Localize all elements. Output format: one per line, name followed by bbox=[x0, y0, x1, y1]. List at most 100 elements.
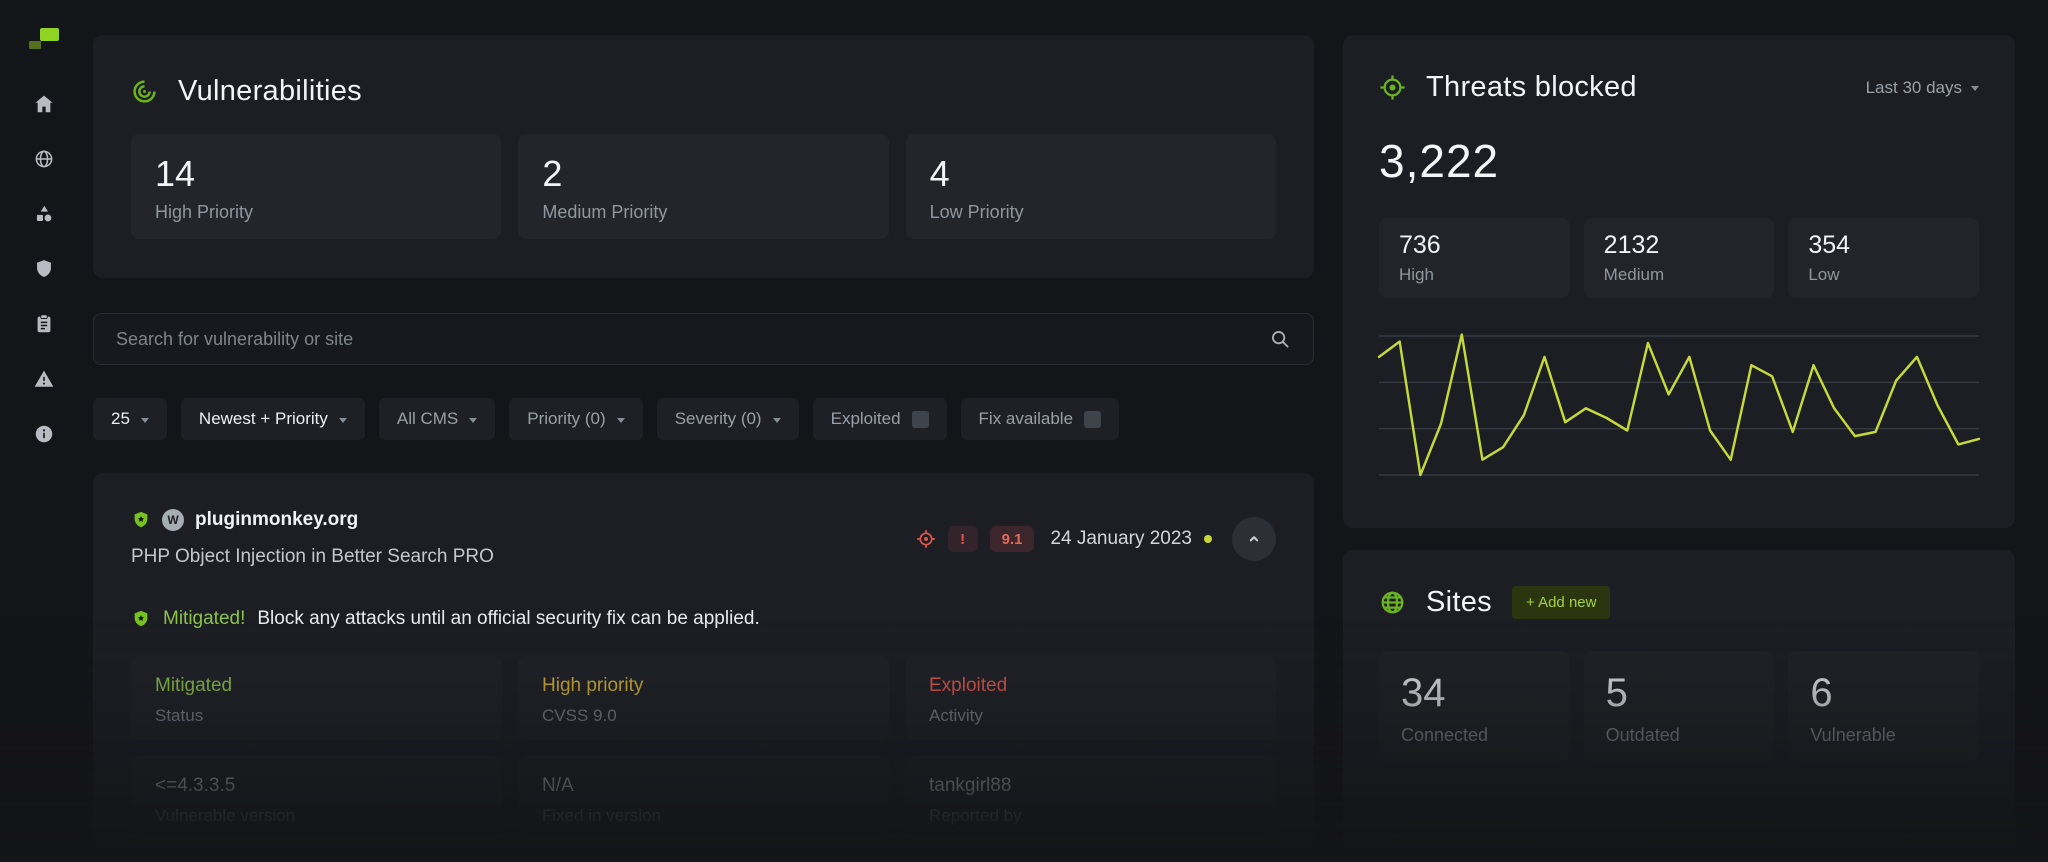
filter-label: Priority (0) bbox=[527, 409, 606, 428]
threat-value: 2132 bbox=[1603, 231, 1660, 259]
app-logo-icon[interactable] bbox=[29, 26, 59, 52]
site-label: Outdated bbox=[1605, 725, 1680, 745]
detail-card-reported-by: tankgirl88 Reported by bbox=[905, 756, 1276, 840]
filter-cms[interactable]: All CMS bbox=[378, 398, 496, 440]
add-site-button[interactable]: + Add new bbox=[1511, 586, 1611, 619]
fix-available-checkbox[interactable] bbox=[1084, 410, 1102, 428]
vulnerability-card-meta: ! 9.1 24 January 2023 bbox=[916, 517, 1276, 561]
threats-stats: 736 High 2132 Medium 354 Low bbox=[1379, 218, 1980, 298]
search-bar bbox=[93, 313, 1314, 365]
site-card-outdated: 5 Outdated bbox=[1583, 651, 1775, 761]
shield-check-icon bbox=[131, 609, 151, 629]
site-name[interactable]: pluginmonkey.org bbox=[195, 509, 359, 530]
detail-value: tankgirl88 bbox=[929, 775, 1012, 796]
stat-value: 2 bbox=[542, 153, 563, 194]
stat-label: Low Priority bbox=[929, 202, 1024, 222]
globe-icon bbox=[33, 148, 55, 170]
filter-exploited[interactable]: Exploited bbox=[812, 398, 947, 440]
detail-label: Reported by bbox=[929, 806, 1022, 825]
shapes-icon bbox=[33, 203, 55, 225]
stat-value: 14 bbox=[155, 153, 196, 194]
vulnerability-details-grid: Mitigated Status High priority CVSS 9.0 … bbox=[131, 656, 1276, 840]
threat-value: 736 bbox=[1399, 231, 1441, 259]
mitigated-text: Block any attacks until an official secu… bbox=[257, 608, 760, 629]
filter-label: Exploited bbox=[830, 409, 901, 428]
vulnerabilities-panel: Vulnerabilities 14 High Priority 2 Mediu… bbox=[93, 35, 1314, 278]
warning-icon bbox=[33, 368, 55, 390]
wordpress-icon: W bbox=[162, 509, 184, 531]
mitigation-message: Mitigated! Block any attacks until an of… bbox=[131, 608, 1276, 630]
site-card-connected: 34 Connected bbox=[1379, 651, 1570, 761]
detail-label: Status bbox=[155, 706, 204, 725]
detail-card-activity: Exploited Activity bbox=[905, 656, 1276, 740]
sidebar-item-security[interactable] bbox=[33, 258, 55, 280]
sites-title: Sites bbox=[1426, 586, 1492, 618]
sidebar bbox=[0, 0, 88, 862]
date-range-selector[interactable]: Last 30 days bbox=[1866, 78, 1979, 98]
sidebar-item-home[interactable] bbox=[33, 93, 55, 115]
crosshair-icon bbox=[916, 529, 936, 549]
sidebar-item-info[interactable] bbox=[33, 423, 55, 445]
search-icon[interactable] bbox=[1269, 328, 1291, 350]
detail-value: Exploited bbox=[929, 675, 1008, 696]
logo-shape-dark bbox=[29, 41, 41, 49]
sites-stats: 34 Connected 5 Outdated 6 Vulnerable bbox=[1379, 651, 1980, 761]
right-column: Threats blocked Last 30 days 3,222 736 H… bbox=[1343, 35, 2015, 862]
detail-value: N/A bbox=[542, 775, 574, 796]
exploited-badge: ! bbox=[947, 526, 978, 552]
vulnerability-date: 24 January 2023 bbox=[1050, 528, 1192, 549]
search-input[interactable] bbox=[116, 328, 1269, 350]
stat-value: 4 bbox=[929, 153, 950, 194]
filter-label: All CMS bbox=[396, 409, 459, 428]
collapse-button[interactable] bbox=[1232, 517, 1276, 561]
filter-label: Newest + Priority bbox=[198, 409, 328, 428]
vulnerability-card-header: W pluginmonkey.org PHP Object Injection … bbox=[131, 509, 1276, 568]
threat-label: Medium bbox=[1603, 265, 1665, 284]
sidebar-item-alerts[interactable] bbox=[33, 368, 55, 390]
filter-priority[interactable]: Priority (0) bbox=[509, 398, 643, 440]
target-icon bbox=[1379, 74, 1406, 101]
vulnerability-title: PHP Object Injection in Better Search PR… bbox=[131, 546, 494, 567]
vortex-icon bbox=[131, 78, 158, 105]
sidebar-item-sites[interactable] bbox=[33, 148, 55, 170]
stat-label: Medium Priority bbox=[542, 202, 668, 222]
threats-chart-container bbox=[1377, 333, 1981, 477]
home-icon bbox=[33, 93, 55, 115]
sidebar-item-reports[interactable] bbox=[33, 313, 55, 335]
filter-severity[interactable]: Severity (0) bbox=[656, 398, 799, 440]
sites-header: Sites + Add new bbox=[1379, 586, 1979, 619]
site-label: Connected bbox=[1401, 725, 1489, 745]
filter-sort[interactable]: Newest + Priority bbox=[180, 398, 365, 440]
page-title: Vulnerabilities bbox=[178, 75, 362, 107]
vulnerability-stats: 14 High Priority 2 Medium Priority 4 Low… bbox=[131, 134, 1276, 239]
detail-value: <=4.3.3.5 bbox=[155, 775, 236, 796]
vulnerability-card-left: W pluginmonkey.org PHP Object Injection … bbox=[131, 509, 494, 568]
threat-card-high: 736 High bbox=[1379, 218, 1570, 298]
status-dot bbox=[1204, 535, 1212, 543]
site-card-vulnerable: 6 Vulnerable bbox=[1788, 651, 1980, 761]
sites-panel: Sites + Add new 34 Connected 5 Outdated … bbox=[1343, 550, 2015, 862]
filter-label: Fix available bbox=[978, 409, 1074, 428]
detail-card-fixed-version: N/A Fixed in version bbox=[518, 756, 889, 840]
filter-page-size[interactable]: 25 bbox=[93, 398, 167, 440]
detail-card-vulnerable-version: <=4.3.3.5 Vulnerable version bbox=[131, 756, 502, 840]
shield-icon bbox=[33, 258, 55, 280]
site-value: 5 bbox=[1605, 671, 1628, 715]
detail-label: Activity bbox=[929, 706, 983, 725]
site-value: 34 bbox=[1401, 671, 1446, 715]
site-row: W pluginmonkey.org bbox=[131, 509, 494, 531]
sidebar-item-components[interactable] bbox=[33, 203, 55, 225]
globe-icon bbox=[1379, 589, 1406, 616]
mitigated-label: Mitigated! bbox=[163, 608, 246, 629]
site-value: 6 bbox=[1810, 671, 1833, 715]
threats-panel: Threats blocked Last 30 days 3,222 736 H… bbox=[1343, 35, 2015, 528]
stat-card-medium: 2 Medium Priority bbox=[518, 134, 889, 239]
shield-check-icon bbox=[131, 510, 151, 530]
filter-fix-available[interactable]: Fix available bbox=[960, 398, 1120, 440]
detail-value: Mitigated bbox=[155, 675, 233, 696]
exploited-checkbox[interactable] bbox=[911, 410, 929, 428]
vulnerabilities-header: Vulnerabilities bbox=[131, 75, 1276, 108]
detail-card-status: Mitigated Status bbox=[131, 656, 502, 740]
main-column: Vulnerabilities 14 High Priority 2 Mediu… bbox=[93, 35, 1314, 862]
